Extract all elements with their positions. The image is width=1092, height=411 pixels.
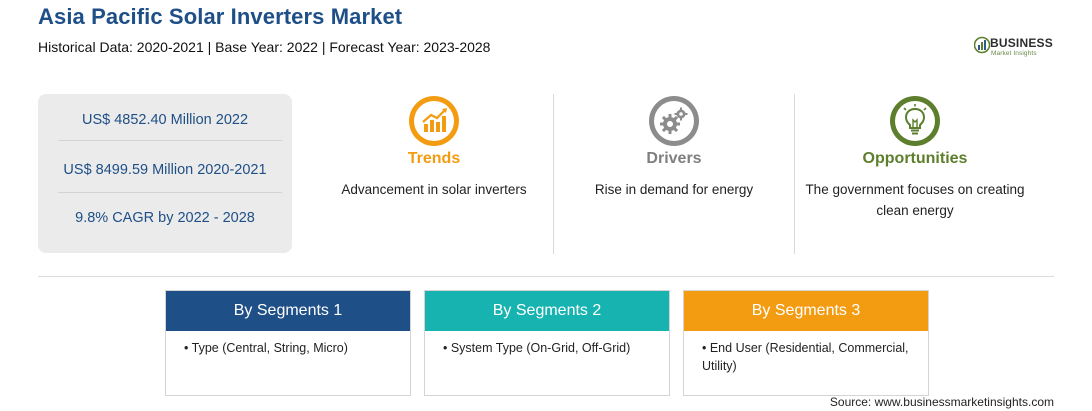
brand-logo[interactable]: BUSINESS Market Insights (974, 34, 1058, 62)
stats-divider (58, 192, 282, 193)
opportunities-label: Opportunities (862, 150, 968, 167)
market-value-2022: US$ 4852.40 Million 2022 (81, 112, 249, 128)
segment-card-3: By Segments 3 • End User (Residential, C… (683, 290, 929, 396)
logo-subtext: Market Insights (991, 50, 1037, 57)
logo-word: BUSINESS (990, 36, 1053, 50)
market-value-historical: US$ 8499.59 Million 2020-2021 (63, 162, 267, 178)
lightbulb-icon (890, 96, 940, 146)
drivers-label: Drivers (646, 150, 702, 167)
segment-3-title: By Segments 3 (684, 291, 928, 331)
stats-divider (58, 140, 282, 141)
segment-card-1: By Segments 1 • Type (Central, String, M… (165, 290, 411, 396)
trends-description: Advancement in solar inverters (341, 182, 527, 197)
page-subtitle: Historical Data: 2020-2021 | Base Year: … (38, 39, 491, 55)
source-note: Source: www.businessmarketinsights.com (829, 395, 1054, 409)
opportunities-description: The government focuses on creating clean… (805, 182, 1025, 218)
segment-2-item: • System Type (On-Grid, Off-Grid) (443, 341, 631, 355)
section-divider (38, 276, 1054, 277)
page-title: Asia Pacific Solar Inverters Market (38, 4, 403, 29)
column-divider (553, 94, 554, 254)
segment-card-2: By Segments 2 • System Type (On-Grid, Of… (424, 290, 670, 396)
drivers-description: Rise in demand for energy (594, 182, 754, 197)
gears-icon (649, 96, 699, 146)
segment-2-title: By Segments 2 (425, 291, 669, 331)
column-divider (794, 94, 795, 254)
segment-1-item: • Type (Central, String, Micro) (184, 341, 348, 355)
segment-3-item: • End User (Residential, Commercial, Uti… (702, 341, 909, 373)
trending-up-chart-icon (409, 96, 459, 146)
cagr-value: 9.8% CAGR by 2022 - 2028 (75, 210, 255, 226)
market-stats-panel: US$ 4852.40 Million 2022 US$ 8499.59 Mil… (38, 94, 292, 253)
segment-1-title: By Segments 1 (166, 291, 410, 331)
bar-chart-logo-icon (974, 36, 990, 54)
trends-label: Trends (407, 150, 461, 167)
